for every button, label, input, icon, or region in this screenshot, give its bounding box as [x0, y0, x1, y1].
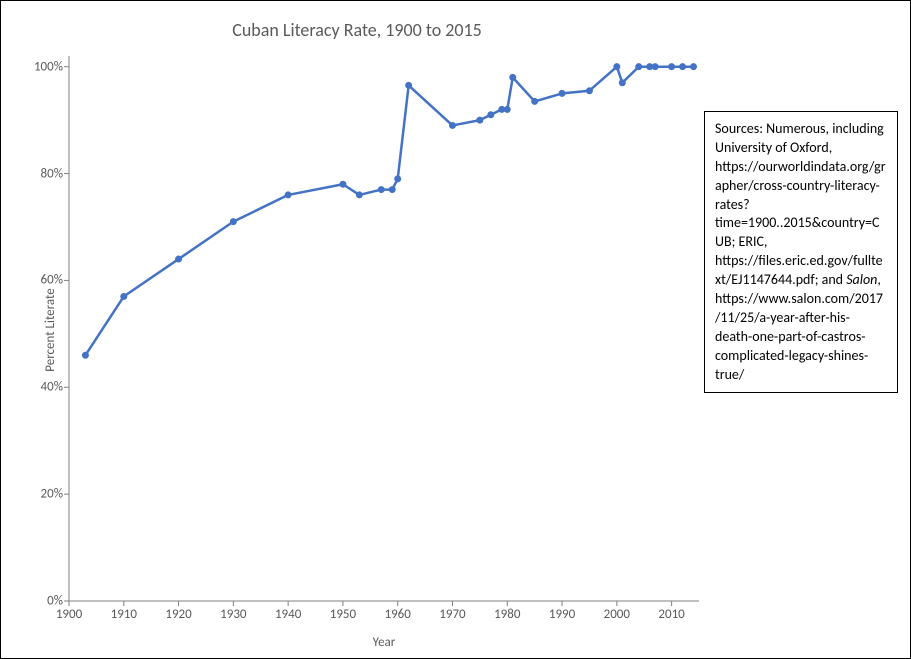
- x-tick-label: 1930: [220, 607, 246, 622]
- x-tick-label: 1920: [165, 607, 191, 622]
- x-tick-label: 2010: [658, 607, 684, 622]
- y-tick-label: 80%: [41, 166, 63, 181]
- y-axis-label: Percent Literate: [43, 288, 58, 371]
- x-tick-label: 1900: [56, 607, 82, 622]
- sources-sep-2: ; and: [815, 271, 847, 288]
- plot-area: 1900191019201930194019501960197019801990…: [69, 56, 699, 601]
- y-tick-label: 40%: [41, 380, 63, 395]
- x-tick-label: 1980: [494, 607, 520, 622]
- sources-url-3: https://www.salon.com/2017/11/25/a-year-…: [715, 290, 883, 383]
- x-tick-label: 1950: [330, 607, 356, 622]
- x-tick-label: 1970: [439, 607, 465, 622]
- chart-container: Cuban Literacy Rate, 1900 to 2015 Percen…: [0, 0, 911, 659]
- sources-italic: Salon: [846, 271, 877, 288]
- y-tick-label: 100%: [34, 59, 63, 74]
- y-tick-label: 20%: [41, 487, 63, 502]
- x-tick-label: 1940: [275, 607, 301, 622]
- chart-title: Cuban Literacy Rate, 1900 to 2015: [1, 19, 713, 41]
- x-axis-label: Year: [69, 635, 699, 650]
- chart-svg: [69, 56, 699, 601]
- x-tick-label: 1960: [385, 607, 411, 622]
- y-tick-label: 0%: [47, 594, 63, 609]
- y-tick-label: 60%: [41, 273, 63, 288]
- sources-prefix: Sources: Numerous, including University …: [715, 120, 884, 156]
- sources-sep-1: ; ERIC,: [732, 233, 768, 250]
- x-tick-label: 1990: [549, 607, 575, 622]
- x-tick-label: 1910: [111, 607, 137, 622]
- sources-box: Sources: Numerous, including University …: [704, 111, 898, 393]
- sources-sep-3: ,: [877, 271, 881, 288]
- x-tick-label: 2000: [604, 607, 630, 622]
